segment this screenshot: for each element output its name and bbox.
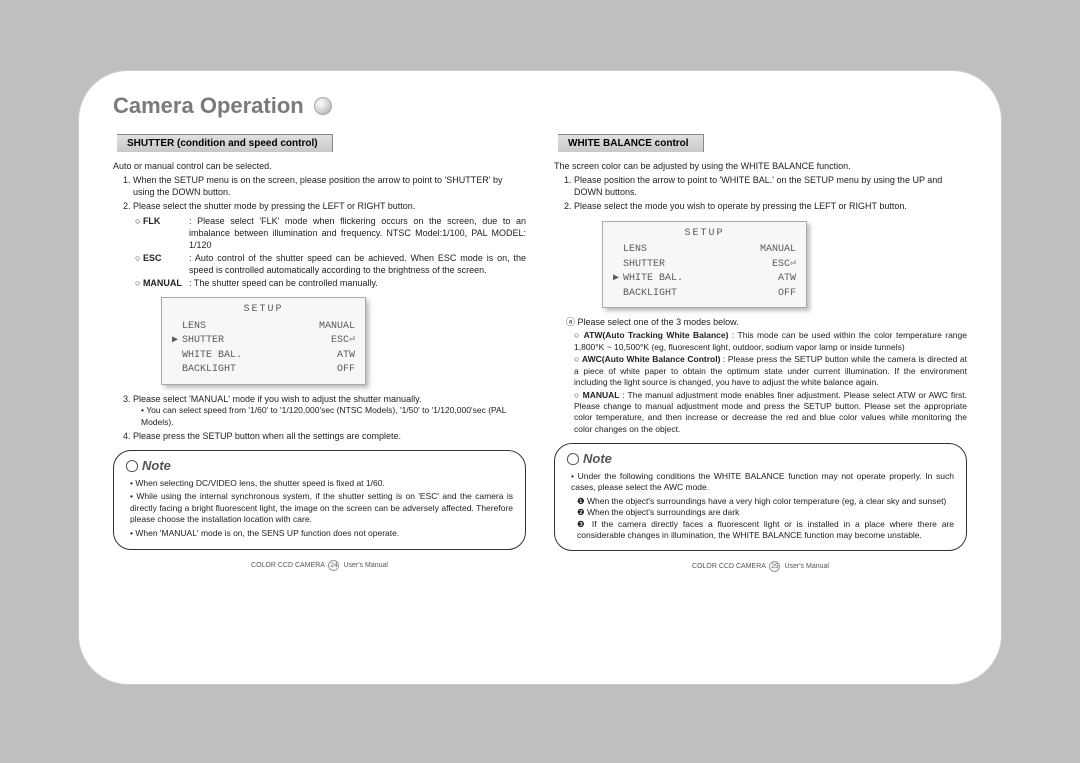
- note-item: When selecting DC/VIDEO lens, the shutte…: [130, 478, 513, 489]
- atw-item: ○ ATW(Auto Tracking White Balance) : Thi…: [574, 330, 967, 353]
- manual-item: ○ MANUAL : The manual adjustment mode en…: [574, 390, 967, 436]
- intro-text: The screen color can be adjusted by usin…: [554, 160, 967, 172]
- setup-row: ▶WHITE BAL.ATW: [613, 272, 796, 287]
- step-1: Please position the arrow to point to 'W…: [574, 174, 967, 198]
- bulb-icon: [126, 460, 138, 472]
- setup-display-shutter: SETUP LENSMANUAL▶SHUTTERESC⏎ WHITE BAL.A…: [161, 297, 366, 385]
- section-header-shutter: SHUTTER (condition and speed control): [117, 134, 333, 152]
- setup-title: SETUP: [172, 303, 355, 317]
- step-3: Please select 'MANUAL' mode if you wish …: [133, 393, 526, 428]
- setup-row: WHITE BAL.ATW: [172, 349, 355, 364]
- title-row: Camera Operation: [113, 93, 967, 119]
- manual-text: : The shutter speed can be controlled ma…: [189, 277, 526, 289]
- step-3-sub: You can select speed from '1/60' to '1/1…: [141, 405, 526, 428]
- note-item: While using the internal synchronous sys…: [130, 491, 513, 525]
- note-box-left: Note When selecting DC/VIDEO lens, the s…: [113, 450, 526, 550]
- page-footer-left: COLOR CCD CAMERA 24 User's Manual: [113, 560, 526, 571]
- manual-page: Camera Operation SHUTTER (condition and …: [78, 70, 1002, 685]
- setup-row: BACKLIGHTOFF: [172, 363, 355, 378]
- manual-label: MANUAL: [135, 277, 189, 289]
- bulb-icon: [567, 453, 579, 465]
- setup-row: ▶SHUTTERESC⏎: [172, 334, 355, 349]
- flk-text: : Please select 'FLK' mode when flickeri…: [189, 215, 526, 251]
- right-column: WHITE BALANCE control The screen color c…: [554, 133, 967, 572]
- awc-item: ○ AWC(Auto White Balance Control) : Plea…: [574, 354, 967, 388]
- section-header-wb: WHITE BALANCE control: [558, 134, 704, 152]
- note-title: Note: [142, 457, 171, 475]
- note-title: Note: [583, 450, 612, 468]
- step-4: Please press the SETUP button when all t…: [133, 430, 526, 442]
- step-2: Please select the mode you wish to opera…: [574, 200, 967, 212]
- modes-intro: Please select one of the 3 modes below.: [566, 316, 967, 328]
- esc-text: : Auto control of the shutter speed can …: [189, 252, 526, 276]
- esc-label: ESC: [135, 252, 189, 276]
- page-title: Camera Operation: [113, 93, 304, 119]
- note-box-right: Note Under the following conditions the …: [554, 443, 967, 550]
- setup-row: LENSMANUAL: [613, 243, 796, 258]
- columns: SHUTTER (condition and speed control) Au…: [113, 133, 967, 572]
- note-sub-1: ❶ When the object's surroundings have a …: [577, 496, 954, 507]
- setup-display-wb: SETUP LENSMANUAL SHUTTERESC⏎▶WHITE BAL.A…: [602, 221, 807, 309]
- note-item: Under the following conditions the WHITE…: [571, 471, 954, 494]
- note-item: When 'MANUAL' mode is on, the SENS UP fu…: [130, 528, 513, 539]
- setup-row: SHUTTERESC⏎: [613, 258, 796, 273]
- left-column: SHUTTER (condition and speed control) Au…: [113, 133, 526, 572]
- note-sub-3: ❸ If the camera directly faces a fluores…: [577, 519, 954, 542]
- page-footer-right: COLOR CCD CAMERA 25 User's Manual: [554, 561, 967, 572]
- intro-text: Auto or manual control can be selected.: [113, 160, 526, 172]
- setup-title: SETUP: [613, 227, 796, 241]
- setup-row: BACKLIGHTOFF: [613, 287, 796, 302]
- step-2: Please select the shutter mode by pressi…: [133, 200, 526, 289]
- flk-label: FLK: [135, 215, 189, 251]
- circle-icon: [314, 97, 332, 115]
- setup-row: LENSMANUAL: [172, 320, 355, 335]
- note-sub-2: ❷ When the object's surroundings are dar…: [577, 507, 954, 518]
- step-1: When the SETUP menu is on the screen, pl…: [133, 174, 526, 198]
